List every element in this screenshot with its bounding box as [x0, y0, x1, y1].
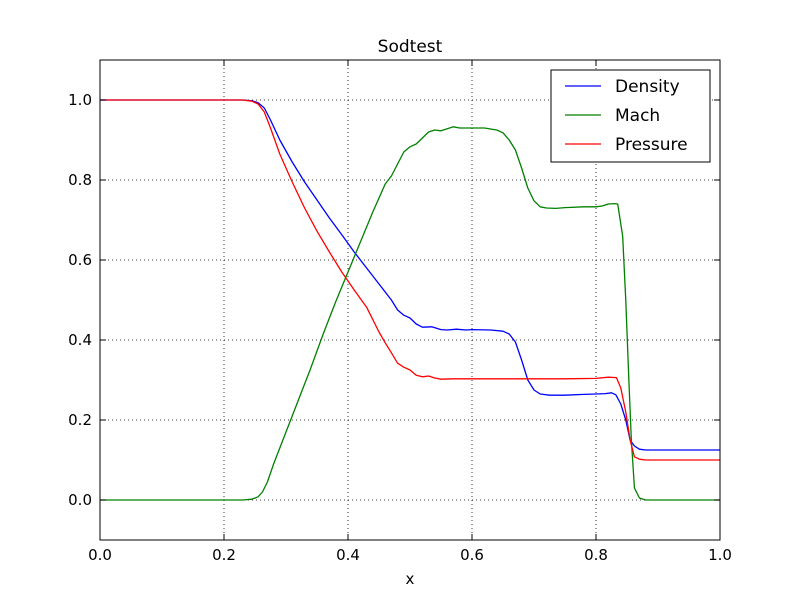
x-tick-label: 1.0 — [708, 546, 732, 564]
y-tick-label: 0.6 — [68, 251, 92, 269]
series-line-mach — [100, 126, 720, 501]
legend-label-pressure: Pressure — [615, 135, 688, 155]
y-tick-label: 0.8 — [68, 171, 92, 189]
x-tick-label: 0.6 — [460, 546, 484, 564]
x-tick-label: 0.2 — [212, 546, 236, 564]
series-line-density — [100, 99, 720, 451]
y-tick-label: 1.0 — [68, 91, 92, 109]
legend-box — [550, 69, 711, 163]
legend-label-mach: Mach — [615, 106, 660, 126]
y-tick-label: 0.0 — [68, 491, 92, 509]
series-lines — [100, 99, 720, 501]
legend: Density Mach Pressure — [550, 69, 711, 163]
y-tick-label: 0.2 — [68, 411, 92, 429]
x-tick-label: 0.0 — [88, 546, 112, 564]
series-line-pressure — [100, 99, 720, 461]
plot-frame — [99, 59, 721, 541]
axis-ticks: 0.0 0.2 0.4 0.6 0.8 1.0 0.0 0.2 0.4 0.6 0.8 1.0 — [68, 60, 732, 564]
x-axis-label: x — [406, 570, 415, 588]
x-tick-label: 0.4 — [336, 546, 360, 564]
legend-label-density: Density — [615, 77, 680, 97]
y-tick-label: 0.4 — [68, 331, 92, 349]
chart-title: Sodtest — [378, 37, 443, 57]
x-tick-label: 0.8 — [584, 546, 608, 564]
